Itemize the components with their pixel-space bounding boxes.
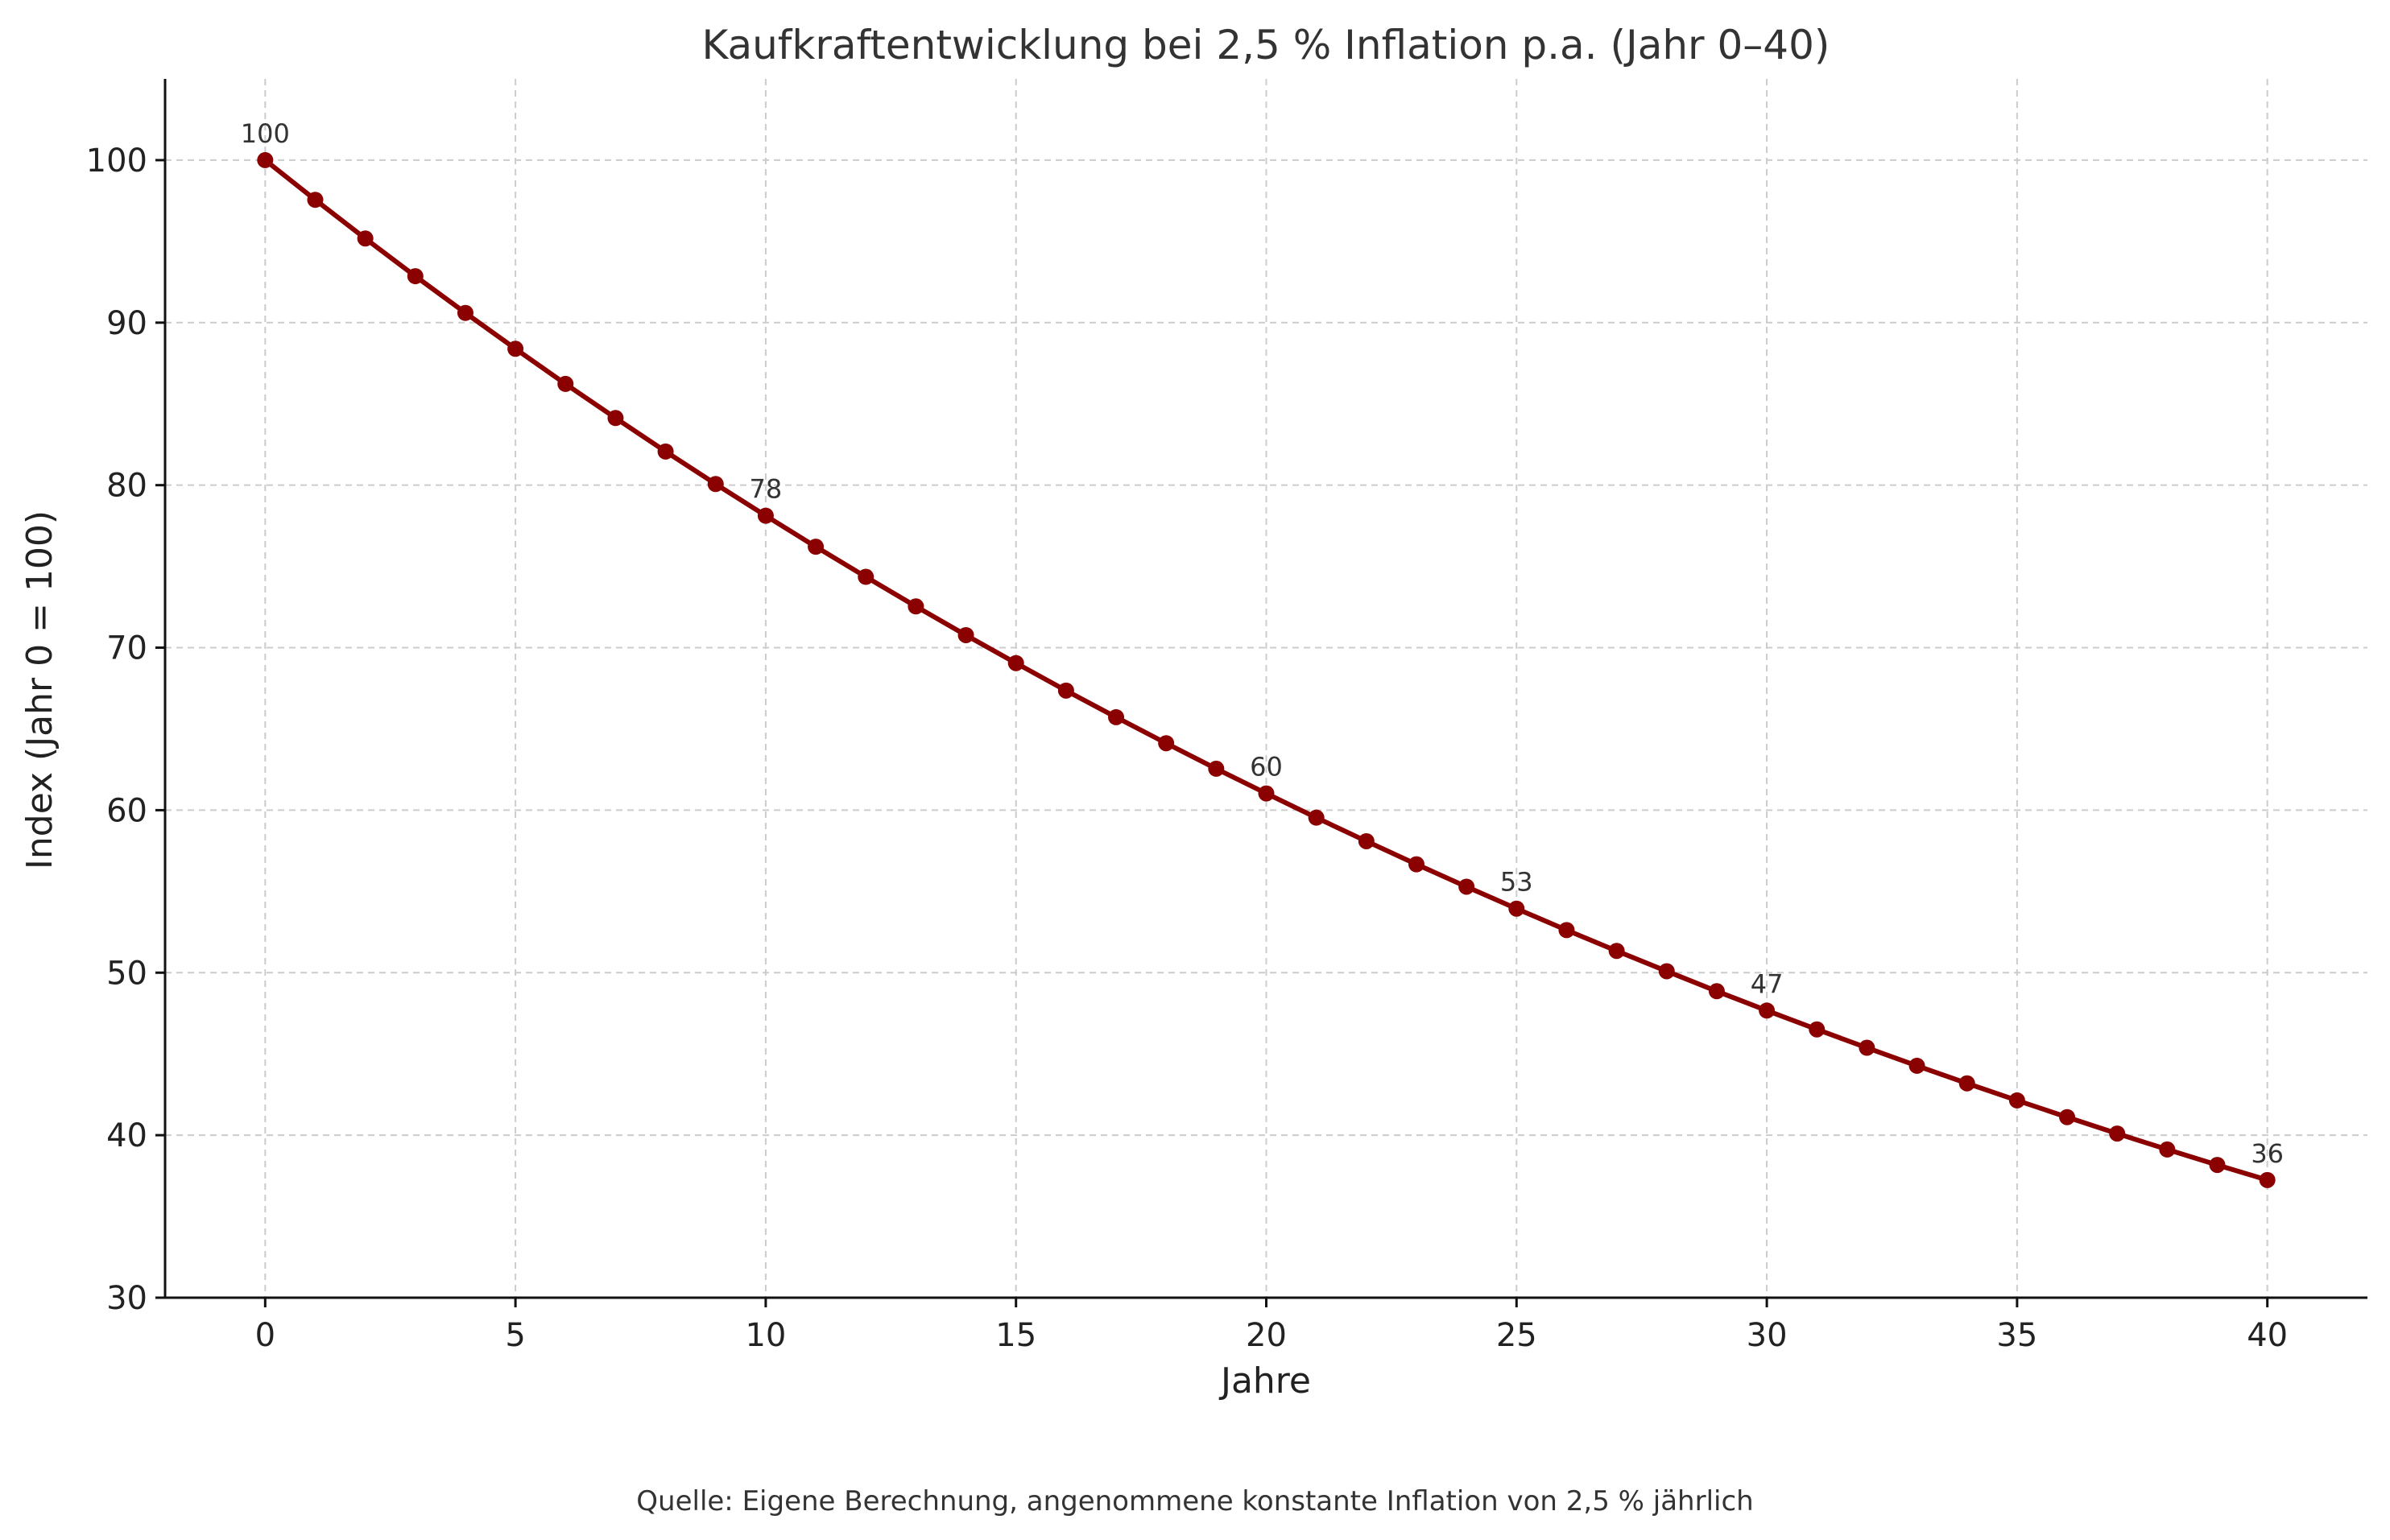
data-point xyxy=(1809,1021,1826,1038)
data-point xyxy=(557,375,574,392)
data-point xyxy=(1258,785,1275,802)
data-point xyxy=(307,192,324,208)
data-point xyxy=(1408,856,1424,873)
grid xyxy=(165,79,2367,1298)
data-label: 100 xyxy=(241,118,290,149)
source-note: Quelle: Eigene Berechnung, angenommene k… xyxy=(636,1485,1753,1517)
data-point xyxy=(1608,943,1625,960)
data-point xyxy=(357,230,374,247)
data-point xyxy=(2259,1171,2276,1188)
series xyxy=(257,151,2276,1188)
data-point xyxy=(1658,963,1675,980)
data-point xyxy=(2059,1109,2076,1125)
annotations: 100 78 60 53 47 36 xyxy=(241,118,2284,1169)
data-point xyxy=(858,568,875,585)
y-tick-label: 30 xyxy=(106,1280,147,1317)
data-point xyxy=(2209,1157,2226,1174)
data-point xyxy=(1708,983,1725,1000)
data-point xyxy=(1308,809,1325,826)
x-tick-label: 10 xyxy=(745,1317,786,1354)
data-point xyxy=(1007,654,1024,671)
chart-title: Kaufkraftentwicklung bei 2,5 % Inflation… xyxy=(702,22,1830,68)
ticks: 0 5 10 15 20 25 30 35 40 30 40 50 60 70 80 90 100 xyxy=(86,142,2288,1354)
data-label: 78 xyxy=(750,474,783,505)
data-label: 47 xyxy=(1751,968,1784,999)
data-label: 53 xyxy=(1500,867,1533,898)
y-axis-label: Index (Jahr 0 = 100) xyxy=(19,510,60,869)
data-point xyxy=(707,476,724,493)
data-point xyxy=(2109,1125,2126,1142)
data-point xyxy=(257,151,274,168)
data-point xyxy=(808,539,825,555)
data-point xyxy=(1458,878,1475,895)
data-point xyxy=(607,410,624,427)
data-point xyxy=(1358,832,1375,849)
data-point xyxy=(1108,708,1125,725)
x-tick-label: 40 xyxy=(2247,1317,2288,1354)
data-point xyxy=(507,341,524,357)
data-point xyxy=(1057,682,1074,699)
x-tick-label: 15 xyxy=(995,1317,1036,1354)
y-tick-label: 70 xyxy=(106,630,147,667)
data-point xyxy=(757,507,774,524)
data-label: 36 xyxy=(2251,1138,2284,1169)
data-point xyxy=(1158,735,1175,752)
x-tick-label: 30 xyxy=(1747,1317,1788,1354)
x-tick-label: 0 xyxy=(255,1317,275,1354)
data-point xyxy=(2008,1092,2025,1109)
y-tick-label: 90 xyxy=(106,305,147,342)
data-point xyxy=(407,268,424,285)
data-point xyxy=(1759,1002,1776,1019)
y-tick-label: 40 xyxy=(106,1117,147,1154)
x-tick-label: 20 xyxy=(1246,1317,1287,1354)
data-point xyxy=(2159,1141,2176,1158)
data-point xyxy=(1508,900,1525,917)
x-axis-label: Jahre xyxy=(1218,1360,1311,1402)
data-point xyxy=(1859,1039,1875,1056)
y-tick-label: 50 xyxy=(106,955,147,992)
data-point xyxy=(1208,760,1225,777)
y-tick-label: 60 xyxy=(106,792,147,829)
y-tick-label: 80 xyxy=(106,468,147,505)
x-tick-label: 35 xyxy=(1996,1317,2037,1354)
y-tick-label: 100 xyxy=(86,142,147,180)
data-point xyxy=(457,304,473,321)
data-point xyxy=(1908,1057,1925,1074)
x-tick-label: 5 xyxy=(505,1317,525,1354)
data-point xyxy=(957,626,974,643)
data-point xyxy=(1558,922,1575,939)
data-point xyxy=(908,598,924,615)
data-label: 60 xyxy=(1250,752,1283,782)
data-point xyxy=(657,443,674,460)
data-point xyxy=(1958,1075,1975,1092)
x-tick-label: 25 xyxy=(1496,1317,1537,1354)
